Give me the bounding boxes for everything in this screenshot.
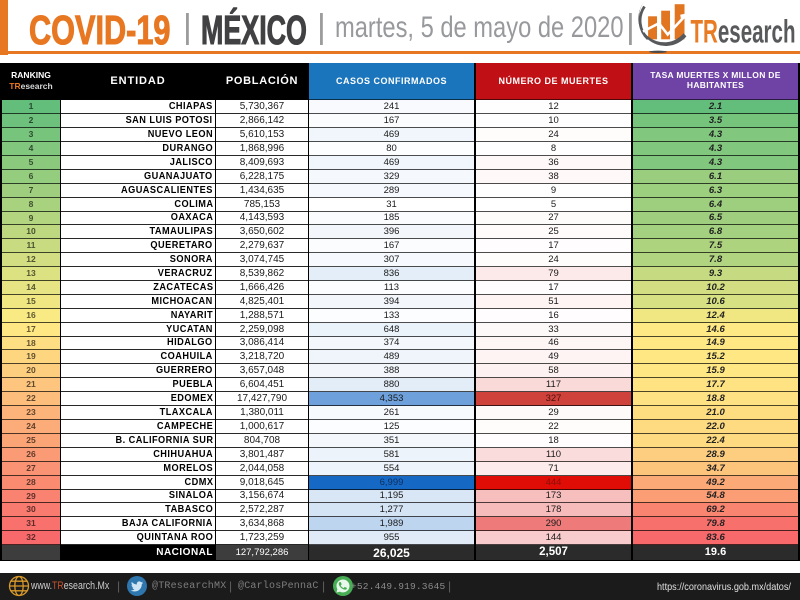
svg-text:TResearch: TResearch [691,14,796,50]
